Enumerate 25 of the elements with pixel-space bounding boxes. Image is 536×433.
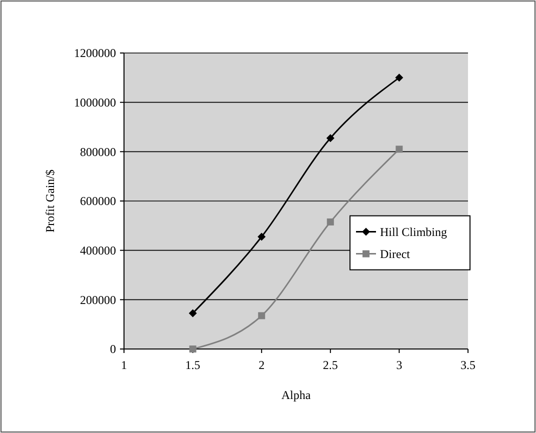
legend-label: Hill Climbing: [380, 225, 448, 239]
y-tick-label: 800000: [80, 144, 116, 159]
legend-label: Direct: [380, 247, 411, 261]
x-tick-label: 1: [121, 358, 127, 372]
x-tick-label: 3: [396, 358, 402, 372]
point: [258, 232, 266, 241]
x-tick-label: 3.5: [460, 358, 476, 372]
point: [326, 218, 334, 226]
point: [396, 146, 403, 153]
x-axis-title: Alpha: [281, 388, 312, 402]
point: [258, 312, 266, 320]
x-tick-label: 2: [258, 358, 265, 372]
point: [395, 74, 404, 82]
point: [326, 134, 334, 142]
y-tick-label: 1200000: [74, 46, 116, 60]
point: [189, 346, 196, 352]
x-tick-label: 2.5: [322, 358, 338, 372]
y-tick-label: 200000: [80, 292, 116, 307]
y-axis-title: Profit Gain/$: [43, 170, 57, 232]
point: [188, 309, 197, 318]
x-tick-label: 1.5: [185, 358, 200, 372]
y-tick-label: 600000: [80, 194, 116, 208]
y-tick-label: 400000: [80, 244, 116, 258]
y-tick-label: 0: [110, 342, 116, 356]
y-tick-label: 1000000: [74, 96, 116, 110]
